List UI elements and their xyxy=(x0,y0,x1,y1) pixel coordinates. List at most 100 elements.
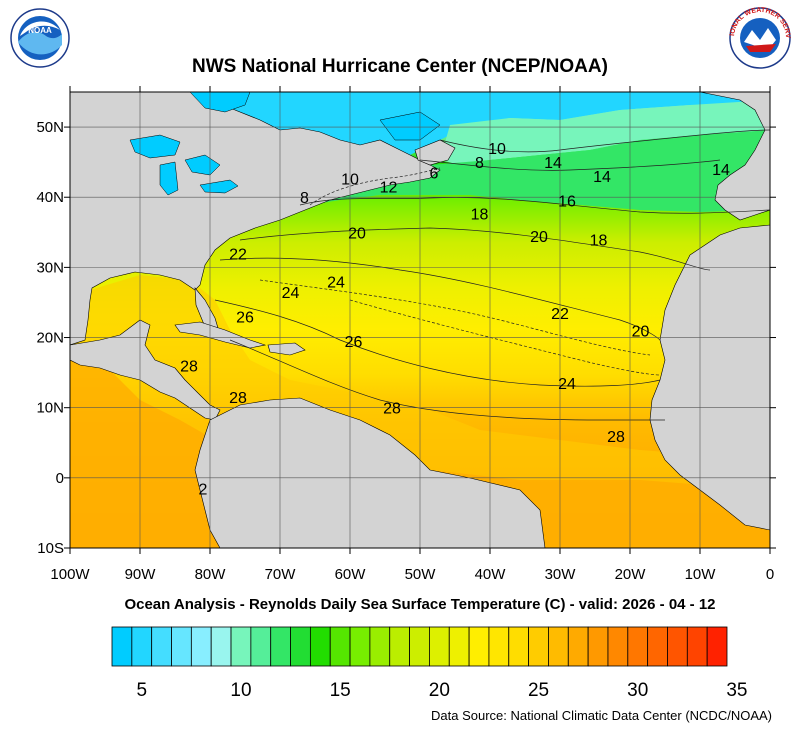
colorbar-label: 35 xyxy=(726,680,747,701)
contour-label: 28 xyxy=(229,390,247,407)
contour-lines xyxy=(214,129,770,421)
noaa-logo: NOAA xyxy=(10,8,70,68)
map-grid xyxy=(70,92,770,548)
land-central-america xyxy=(70,319,221,421)
contour-label: 16 xyxy=(558,194,576,211)
colorbar-swatch xyxy=(151,626,172,667)
latitude-labels: 50N 40N 30N 20N 10N 0 10S xyxy=(36,119,64,557)
chart-subtitle: Ocean Analysis - Reynolds Daily Sea Surf… xyxy=(124,596,716,613)
noaa-logo-text: NOAA xyxy=(28,26,52,35)
contour-label: 14 xyxy=(712,162,730,179)
latitude-label: 10S xyxy=(37,540,64,557)
contour-label: 24 xyxy=(558,376,576,393)
longitude-label: 80W xyxy=(195,566,227,583)
lake-superior xyxy=(129,134,181,159)
contour-label: 28 xyxy=(383,401,401,418)
colorbar-swatch xyxy=(210,626,232,667)
contour-label: 20 xyxy=(530,229,548,246)
colorbar-swatch xyxy=(468,626,490,667)
axis-ticks xyxy=(64,86,776,554)
longitude-label: 60W xyxy=(335,566,367,583)
land-europe xyxy=(699,92,770,221)
latitude-label: 10N xyxy=(36,400,64,417)
contour-label: 20 xyxy=(348,225,366,242)
longitude-label: 50W xyxy=(405,566,437,583)
land-south-america xyxy=(194,397,546,548)
contour-label: 18 xyxy=(471,206,489,223)
contour-label: 10 xyxy=(488,141,506,158)
colorbar-swatch xyxy=(309,626,331,667)
colorbar-swatch xyxy=(647,626,668,667)
colorbar-swatch xyxy=(409,626,430,667)
land-hispaniola xyxy=(267,342,306,356)
contour-label: 28 xyxy=(180,359,198,376)
longitude-label: 90W xyxy=(125,566,157,583)
contour-label: 28 xyxy=(607,429,625,446)
colorbar-swatch xyxy=(190,626,212,667)
contour-label: 2 xyxy=(199,481,208,498)
contour-label: 18 xyxy=(590,232,608,249)
colorbar-swatch xyxy=(290,626,311,667)
land-cuba xyxy=(174,321,267,349)
longitude-label: 100W xyxy=(50,566,90,583)
colorbar-swatch xyxy=(548,626,569,667)
colorbar-swatch xyxy=(448,626,470,667)
colorbar-swatch xyxy=(111,626,133,667)
colorbar-swatch xyxy=(389,626,410,667)
colorbar-swatch xyxy=(667,626,688,667)
latitude-label: 20N xyxy=(36,330,64,347)
colorbar-swatch xyxy=(528,626,549,667)
colorbar-swatch xyxy=(369,626,391,667)
contour-label: 14 xyxy=(544,155,562,172)
latitude-label: 30N xyxy=(36,259,64,276)
colorbar-swatch xyxy=(706,626,728,667)
cool-water-region xyxy=(440,100,770,165)
colorbar-label: 10 xyxy=(230,680,251,701)
colorbar-swatch xyxy=(627,626,649,667)
contour-label: 26 xyxy=(236,309,254,326)
contour-label: 8 xyxy=(300,190,309,207)
colorbar-labels: 5 10 15 20 25 30 35 xyxy=(136,680,747,701)
colorbar-swatch xyxy=(131,626,153,667)
colorbar-swatch xyxy=(270,626,291,667)
colorbar-label: 30 xyxy=(627,680,648,701)
hudson-bay xyxy=(189,92,251,113)
lake-michigan xyxy=(159,161,179,196)
colorbar-swatch xyxy=(508,626,530,667)
colorbar-label: 5 xyxy=(136,680,147,701)
longitude-label: 0 xyxy=(766,566,774,583)
lake-erie xyxy=(199,179,239,194)
latitude-label: 0 xyxy=(56,470,64,487)
latitude-label: 50N xyxy=(36,119,64,136)
colorbar-swatch xyxy=(171,626,192,667)
longitude-labels: 100W 90W 80W 70W 60W 50W 40W 30W 20W 10W 0 xyxy=(50,566,774,583)
colorbar-swatch xyxy=(230,626,252,667)
chart-title: NWS National Hurricane Center (NCEP/NOAA… xyxy=(192,56,608,77)
contour-label: 12 xyxy=(380,180,398,197)
colorbar-swatch xyxy=(488,626,510,667)
contour-label: 6 xyxy=(430,166,439,183)
contour-label: 24 xyxy=(327,274,345,291)
nws-logo: NATIONAL WEATHER SERVICE xyxy=(0,0,791,69)
contour-label: 20 xyxy=(632,324,650,341)
colorbar xyxy=(111,626,728,667)
colorbar-swatch xyxy=(429,626,450,667)
contour-label: 14 xyxy=(593,169,611,186)
contour-label: 26 xyxy=(345,334,363,351)
colorbar-swatch xyxy=(349,626,371,667)
latitude-label: 40N xyxy=(36,189,64,206)
contour-label: 24 xyxy=(282,285,300,302)
colorbar-swatch xyxy=(329,626,351,667)
contour-label: 22 xyxy=(551,306,569,323)
colorbar-swatch xyxy=(567,626,589,667)
longitude-label: 20W xyxy=(615,566,647,583)
colorbar-label: 15 xyxy=(330,680,351,701)
cool-water-region xyxy=(310,130,770,212)
colorbar-swatch xyxy=(587,626,609,667)
nws-logo-text: NATIONAL WEATHER SERVICE xyxy=(0,0,791,39)
longitude-label: 30W xyxy=(545,566,577,583)
svg-text:NATIONAL WEATHER SERVICE: NATIONAL WEATHER SERVICE xyxy=(0,0,791,39)
colorbar-swatch xyxy=(607,626,629,667)
